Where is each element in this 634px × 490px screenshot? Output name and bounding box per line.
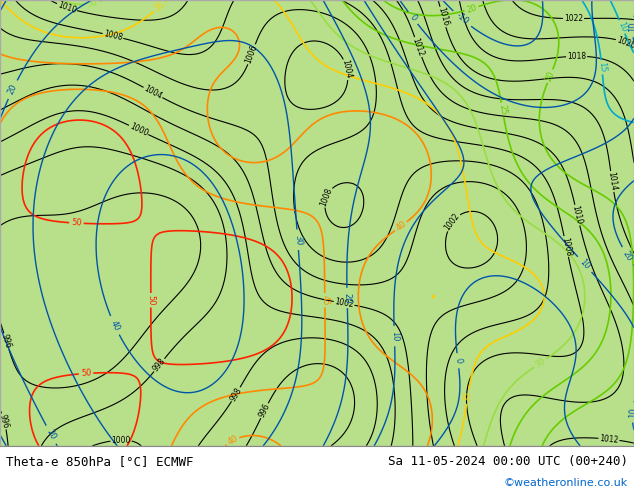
Text: 35: 35: [463, 391, 473, 403]
Text: 45: 45: [320, 295, 330, 306]
Text: 996: 996: [257, 402, 272, 419]
Text: 1004: 1004: [142, 84, 164, 101]
Text: 1020: 1020: [616, 35, 634, 50]
Text: 50: 50: [71, 219, 82, 228]
Text: 10: 10: [616, 20, 628, 33]
Text: 0: 0: [408, 13, 418, 23]
Text: 20: 20: [342, 293, 352, 303]
Text: 30: 30: [533, 356, 547, 369]
Text: 40: 40: [226, 434, 240, 447]
Text: 1008: 1008: [319, 187, 334, 208]
Text: ©weatheronline.co.uk: ©weatheronline.co.uk: [503, 478, 628, 489]
Text: 20: 20: [44, 428, 58, 441]
Text: 996: 996: [0, 333, 13, 349]
Text: 998: 998: [152, 357, 167, 373]
Text: 20: 20: [465, 3, 478, 14]
Text: 40: 40: [394, 220, 408, 233]
Text: 1010: 1010: [56, 0, 77, 15]
Text: 1002: 1002: [443, 212, 462, 232]
Text: 0: 0: [453, 358, 463, 364]
Text: 35: 35: [153, 0, 167, 14]
Text: 40: 40: [108, 319, 121, 332]
Text: 10: 10: [578, 257, 592, 271]
Text: 20: 20: [621, 249, 634, 263]
Text: 50: 50: [146, 295, 155, 305]
Text: 25: 25: [497, 104, 508, 116]
Text: 30: 30: [293, 234, 302, 245]
Text: 10: 10: [390, 331, 399, 342]
Text: 1002: 1002: [334, 297, 354, 310]
Text: 30: 30: [86, 0, 98, 9]
Text: 1014: 1014: [606, 172, 618, 192]
Text: 1012: 1012: [411, 37, 425, 57]
Text: Theta-e 850hPa [°C] ECMWF: Theta-e 850hPa [°C] ECMWF: [6, 455, 194, 468]
Text: 1016: 1016: [436, 6, 450, 27]
Text: 10: 10: [628, 22, 634, 32]
Text: 1008: 1008: [560, 236, 573, 257]
Text: 10: 10: [628, 407, 634, 418]
Text: 50: 50: [81, 368, 91, 378]
Text: 996: 996: [0, 413, 11, 429]
Text: Sa 11-05-2024 00:00 UTC (00+240): Sa 11-05-2024 00:00 UTC (00+240): [387, 455, 628, 468]
Text: 15: 15: [597, 62, 607, 73]
Text: 1004: 1004: [340, 59, 353, 80]
Text: 1000: 1000: [128, 122, 149, 138]
Text: 1006: 1006: [244, 44, 259, 65]
Text: 1008: 1008: [103, 29, 124, 43]
Text: 20: 20: [544, 70, 556, 83]
Text: 1012: 1012: [599, 434, 619, 444]
Text: 20: 20: [6, 83, 19, 97]
Text: 1022: 1022: [564, 14, 583, 23]
Text: 1018: 1018: [567, 51, 586, 61]
Text: -10: -10: [454, 11, 470, 26]
Text: 998: 998: [228, 386, 243, 403]
Text: 1000: 1000: [112, 436, 131, 445]
Text: 1010: 1010: [571, 205, 584, 225]
